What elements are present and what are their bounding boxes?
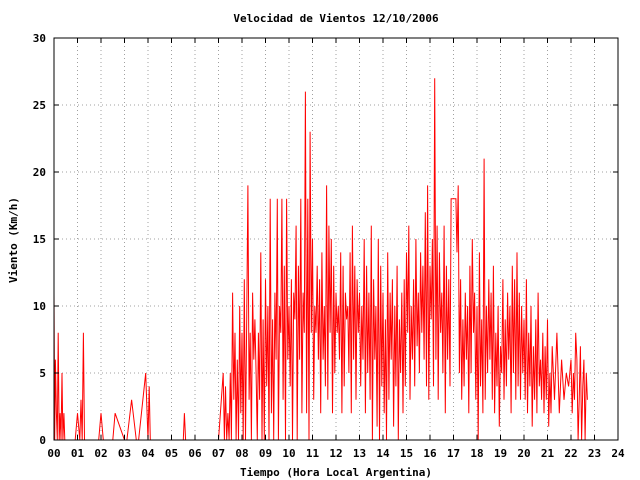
x-tick-label: 14 xyxy=(376,447,390,460)
x-tick-label: 24 xyxy=(611,447,625,460)
y-tick-label: 10 xyxy=(33,300,46,313)
x-tick-label: 01 xyxy=(71,447,85,460)
x-tick-label: 20 xyxy=(517,447,530,460)
y-tick-label: 5 xyxy=(39,367,46,380)
y-tick-label: 30 xyxy=(33,32,46,45)
x-tick-label: 18 xyxy=(470,447,483,460)
x-tick-label: 10 xyxy=(282,447,295,460)
wind-speed-series-line xyxy=(53,78,588,441)
grid-lines xyxy=(54,38,618,440)
x-tick-label: 21 xyxy=(541,447,555,460)
y-tick-label: 15 xyxy=(33,233,46,246)
x-tick-label: 05 xyxy=(165,447,178,460)
x-tick-label: 16 xyxy=(423,447,437,460)
x-tick-label: 03 xyxy=(118,447,131,460)
x-tick-label: 09 xyxy=(259,447,272,460)
series-layer xyxy=(53,78,588,441)
y-tick-label: 25 xyxy=(33,99,46,112)
y-axis-label: Viento (Km/h) xyxy=(7,197,20,283)
x-tick-label: 22 xyxy=(564,447,577,460)
x-tick-label: 19 xyxy=(494,447,507,460)
x-tick-label: 04 xyxy=(141,447,155,460)
y-tick-labels: 0 5 10 15 20 25 30 xyxy=(33,32,46,447)
x-tick-label: 00 xyxy=(47,447,60,460)
y-tick-label: 20 xyxy=(33,166,46,179)
x-tick-label: 02 xyxy=(94,447,107,460)
tick-marks xyxy=(53,37,619,441)
x-tick-labels: 00 01 02 03 04 05 06 07 08 09 10 11 12 13 14 15 16 17 18 19… xyxy=(47,447,625,460)
x-tick-label: 07 xyxy=(212,447,225,460)
x-tick-label: 08 xyxy=(235,447,248,460)
x-tick-label: 13 xyxy=(353,447,366,460)
x-tick-label: 06 xyxy=(188,447,202,460)
x-tick-label: 23 xyxy=(588,447,601,460)
x-tick-label: 11 xyxy=(306,447,320,460)
y-tick-label: 0 xyxy=(39,434,46,447)
x-tick-label: 12 xyxy=(329,447,342,460)
chart-title: Velocidad de Vientos 12/10/2006 xyxy=(233,12,439,25)
x-axis-label: Tiempo (Hora Local Argentina) xyxy=(240,466,432,479)
x-tick-label: 17 xyxy=(447,447,460,460)
x-tick-label: 15 xyxy=(400,447,413,460)
